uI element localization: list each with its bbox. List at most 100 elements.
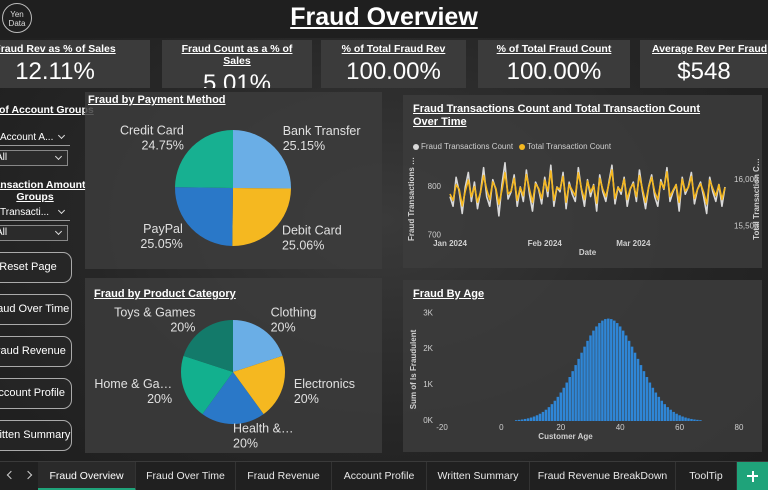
bar	[642, 371, 646, 421]
bar	[520, 419, 524, 421]
kpi-title: % of Total Fraud Count	[496, 43, 612, 55]
y-tick-label: 800	[428, 182, 442, 191]
x-tick-label: -20	[436, 423, 448, 432]
bar	[565, 382, 568, 421]
bar	[618, 326, 622, 421]
bar	[684, 417, 687, 421]
bar	[538, 413, 542, 421]
bar	[574, 365, 577, 421]
bar	[580, 352, 583, 421]
y-tick-label: 3K	[423, 308, 433, 317]
bar	[541, 411, 545, 421]
kpi-title: Fraud Count as a % of Sales	[181, 43, 293, 67]
slicer-selection[interactable]: All	[0, 225, 68, 241]
bar	[660, 400, 664, 421]
slice-value-label: 20%	[294, 392, 319, 406]
slicer-selection[interactable]: All	[0, 150, 68, 166]
chart-title: Fraud Transactions Count and Total Trans…	[413, 103, 701, 128]
pie-slice	[183, 320, 233, 372]
slice-label: Electronics	[294, 377, 355, 391]
bar	[550, 404, 554, 421]
pie-slice	[233, 320, 283, 372]
y-axis-title: Fraud Transactions …	[407, 157, 416, 241]
chart-panel: 700 800 15,500 16,000 Jan 2024 Feb 2024 Mar 20…	[403, 95, 762, 268]
slice-value-label: 25.15%	[283, 139, 325, 153]
slice-label: PayPal	[143, 222, 183, 236]
chart-panel: Bank Transfer 25.15% Debit Card 25.06% PayPa…	[85, 92, 382, 269]
data-line	[449, 169, 726, 207]
bar	[535, 415, 539, 421]
bar	[633, 352, 637, 421]
bar	[559, 392, 563, 421]
bar	[607, 318, 610, 421]
bar	[687, 418, 690, 421]
y-tick-label: 2K	[423, 344, 433, 353]
x-tick-label: 40	[616, 423, 625, 432]
nav-button[interactable]: Account Profile	[0, 378, 72, 409]
page-tab[interactable]: Fraud Revenue BreakDown	[530, 462, 676, 490]
slice-label: Home & Ga…	[94, 377, 172, 391]
pie-slice	[175, 130, 233, 188]
page-tab[interactable]: Fraud Revenue	[236, 462, 332, 490]
slice-value-label: 25.05%	[140, 237, 182, 251]
nav-button[interactable]: Reset Page	[0, 252, 72, 283]
x-tick-label: 60	[675, 423, 684, 432]
bar	[515, 420, 518, 421]
page-tab[interactable]: Fraud Over Time	[136, 462, 236, 490]
bar	[568, 377, 571, 421]
pie-slice	[233, 130, 291, 189]
slice-value-label: 20%	[170, 321, 195, 335]
header-bar	[0, 0, 768, 38]
slicer-title: Age of Account Groups	[0, 104, 94, 116]
x-tick-label: Mar 2024	[616, 239, 651, 248]
bar	[529, 417, 533, 421]
nav-button[interactable]: Written Summary	[0, 420, 72, 451]
legend-label: Fraud Transactions Count	[421, 142, 514, 151]
x-tick-label: Feb 2024	[528, 239, 563, 248]
kpi-value: 100.00%	[506, 58, 602, 85]
slicer-dropdown[interactable]: Transacti...	[0, 205, 70, 221]
bar	[699, 420, 702, 421]
bar	[666, 407, 669, 421]
chart-title: Fraud by Product Category	[94, 288, 236, 300]
bar	[693, 419, 696, 421]
kpi-card: % of Total Fraud Rev 100.00%	[321, 40, 466, 88]
page-tab[interactable]: Account Profile	[332, 462, 427, 490]
page-tab[interactable]: Fraud Overview	[38, 462, 136, 490]
slice-value-label: 20%	[233, 436, 258, 450]
pie-slice	[175, 187, 233, 246]
y2-tick-label: 16,000	[734, 175, 759, 184]
kpi-card: % of Total Fraud Count 100.00%	[478, 40, 630, 88]
legend-marker	[413, 144, 419, 150]
bar	[678, 415, 681, 421]
bar	[672, 411, 675, 421]
bar	[556, 396, 560, 421]
page-tab[interactable]: Written Summary	[427, 462, 530, 490]
kpi-title: Average Rev Per Fraud	[652, 43, 768, 55]
y-tick-label: 0K	[423, 416, 433, 425]
nav-button[interactable]: Fraud Revenue	[0, 336, 72, 367]
page-tab[interactable]: ToolTip	[676, 462, 737, 490]
chart-panel: 0K 1K 2K 3K -20 0 20 40 60 80 Customer Age Sum of I…	[403, 280, 762, 452]
slice-value-label: 20%	[271, 321, 296, 335]
bar	[583, 346, 586, 421]
bar	[651, 387, 655, 421]
kpi-title: % of Total Fraud Rev	[341, 43, 446, 55]
slicer-dropdown[interactable]: Account A...	[0, 130, 70, 146]
bar	[601, 320, 604, 421]
bar	[592, 330, 595, 421]
y-tick-label: 1K	[423, 380, 433, 389]
pie-slice	[181, 355, 233, 415]
bar	[627, 340, 631, 421]
chart-panel: Clothing 20% Electronics 20% Health &… 20% Hom…	[85, 278, 382, 453]
bar	[547, 407, 551, 421]
add-page-button[interactable]	[737, 462, 768, 490]
pie-slice	[202, 372, 264, 424]
tab-bar: Fraud Overview Fraud Over Time Fraud Reven…	[0, 461, 768, 490]
bar	[669, 409, 672, 421]
bar	[645, 377, 649, 421]
nav-button[interactable]: Fraud Over Time	[0, 294, 72, 325]
bar	[532, 416, 536, 421]
